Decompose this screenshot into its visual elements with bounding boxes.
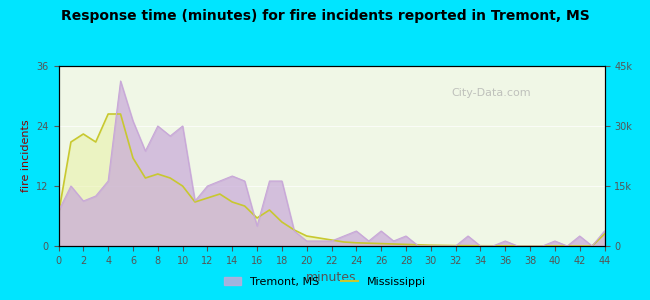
X-axis label: minutes: minutes (306, 271, 357, 284)
Y-axis label: fire incidents: fire incidents (21, 120, 31, 192)
Text: Response time (minutes) for fire incidents reported in Tremont, MS: Response time (minutes) for fire inciden… (60, 9, 590, 23)
Legend: Tremont, MS, Mississippi: Tremont, MS, Mississippi (220, 272, 430, 291)
Text: City-Data.com: City-Data.com (452, 88, 531, 98)
